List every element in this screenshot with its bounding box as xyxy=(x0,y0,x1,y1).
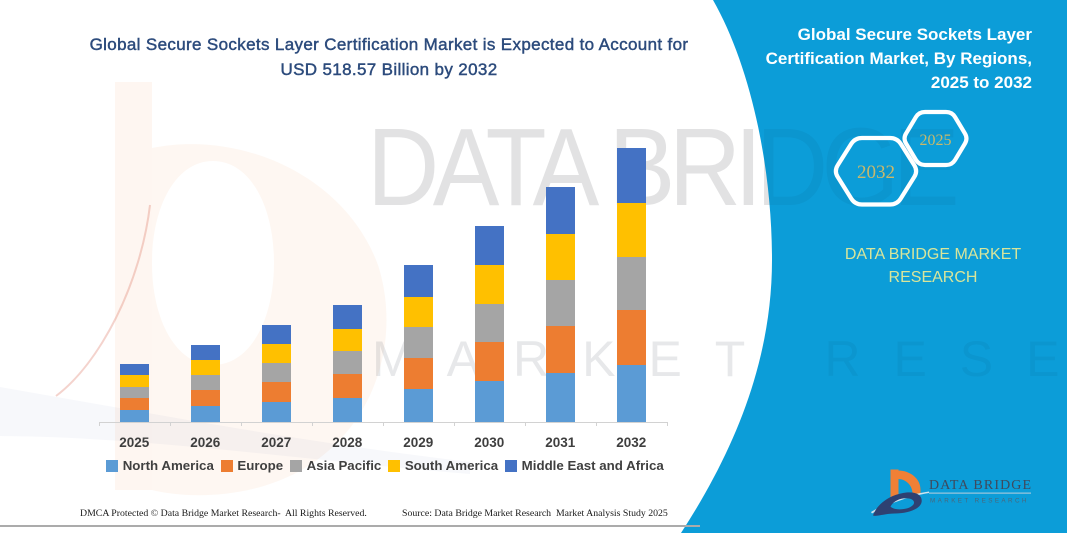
svg-text:2025: 2025 xyxy=(920,132,952,149)
svg-text:DATA BRIDGE: DATA BRIDGE xyxy=(929,478,1032,493)
svg-text:2032: 2032 xyxy=(857,162,895,183)
svg-text:MARKET RESEARCH: MARKET RESEARCH xyxy=(930,498,1029,505)
